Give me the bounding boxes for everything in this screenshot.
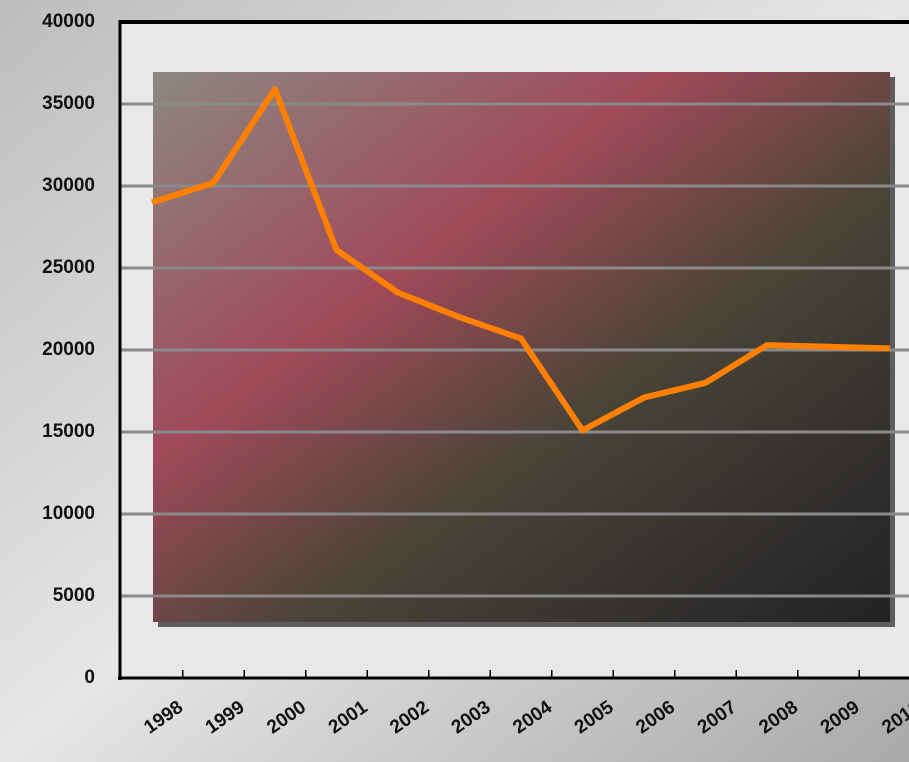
y-tick-label: 35000 [42,93,95,114]
y-tick-label: 15000 [42,421,95,442]
y-tick-label: 30000 [42,175,95,196]
y-tick-label: 40000 [42,11,95,32]
y-tick-label: 10000 [42,503,95,524]
y-tick-label: 5000 [53,585,95,606]
data-line [151,86,891,434]
y-tick-label: 25000 [42,257,95,278]
y-tick-label: 0 [84,667,95,688]
y-tick-label: 20000 [42,339,95,360]
